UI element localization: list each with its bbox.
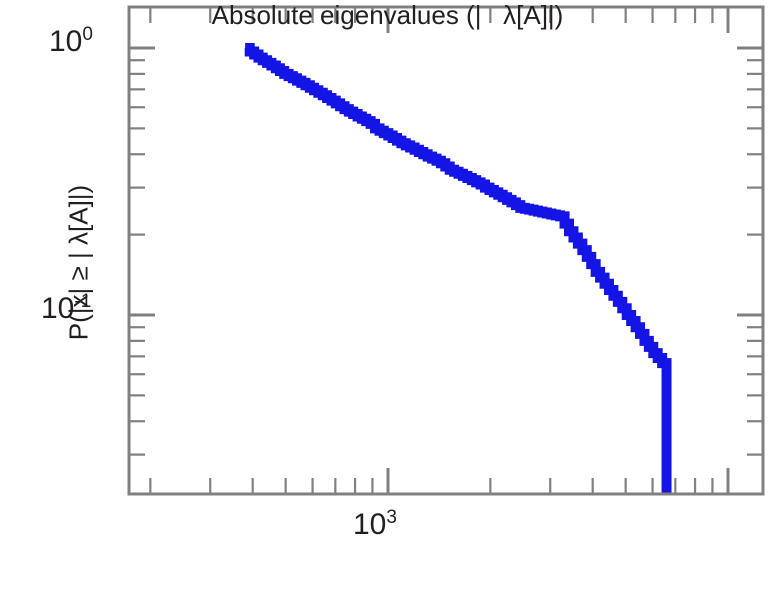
y-axis-title: P(|x| ≥ | λ[A]|) (63, 184, 94, 341)
y-tick-mantissa: 10 (41, 292, 75, 325)
tick-marks (129, 7, 763, 494)
y-tick-mantissa: 10 (49, 25, 83, 58)
axis-frame (127, 5, 765, 496)
x-tick-exponent: 3 (386, 507, 397, 528)
y-tick-exponent: -1 (74, 291, 92, 312)
ccdf-step-line (244, 43, 672, 493)
x-tick-mantissa: 10 (353, 508, 387, 541)
data-series-layer (244, 43, 672, 493)
x-tick-label-1e3: 103 (353, 508, 397, 542)
x-axis-title: Absolute eigenvalues (| λ[A]|) (211, 0, 564, 30)
y-tick-label-1e0: 100 (49, 25, 93, 59)
y-tick-exponent: 0 (82, 24, 93, 45)
y-tick-label-1e-1: 10-1 (41, 292, 91, 326)
